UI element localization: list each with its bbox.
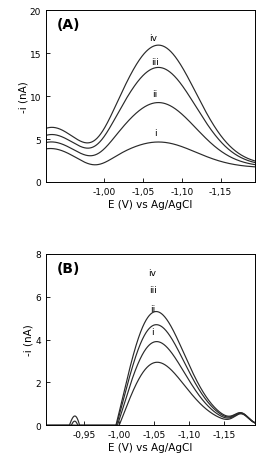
Text: i: i <box>151 328 153 337</box>
X-axis label: E (V) vs Ag/AgCl: E (V) vs Ag/AgCl <box>108 442 193 452</box>
Y-axis label: -i (nA): -i (nA) <box>18 81 28 113</box>
X-axis label: E (V) vs Ag/AgCl: E (V) vs Ag/AgCl <box>108 199 193 209</box>
Text: i: i <box>154 129 156 138</box>
Text: (A): (A) <box>56 18 80 32</box>
Text: iv: iv <box>149 34 157 43</box>
Y-axis label: -i (nA): -i (nA) <box>24 324 34 356</box>
Text: iii: iii <box>151 58 159 67</box>
Text: iii: iii <box>149 285 157 294</box>
Text: ii: ii <box>152 90 157 99</box>
Text: (B): (B) <box>56 261 80 275</box>
Text: iv: iv <box>149 269 157 278</box>
Text: ii: ii <box>150 304 155 313</box>
